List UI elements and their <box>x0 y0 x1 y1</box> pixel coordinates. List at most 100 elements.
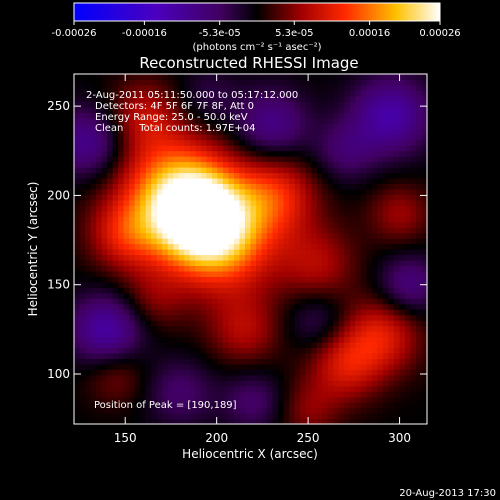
heatmap-cell <box>366 298 373 305</box>
heatmap-cell <box>118 358 125 365</box>
heatmap-cell <box>272 374 279 381</box>
heatmap-cell <box>178 106 185 113</box>
heatmap-cell <box>316 402 323 409</box>
heatmap-cell <box>134 265 141 272</box>
heatmap-cell <box>338 407 345 414</box>
heatmap-cell <box>421 101 428 108</box>
heatmap-cell <box>244 281 252 288</box>
heatmap-cell <box>294 254 301 261</box>
heatmap-cell <box>311 320 318 327</box>
heatmap-cell <box>79 270 86 277</box>
heatmap-cell <box>278 150 285 157</box>
heatmap-cell <box>382 183 389 190</box>
heatmap-cell <box>316 227 323 234</box>
heatmap-cell <box>377 369 384 376</box>
heatmap-cell <box>178 172 185 179</box>
heatmap-cell <box>140 210 147 217</box>
heatmap-cell <box>404 177 412 184</box>
heatmap-cell <box>151 292 158 299</box>
heatmap-cell <box>371 292 378 299</box>
heatmap-cell <box>244 74 252 81</box>
heatmap-cell <box>360 139 367 146</box>
heatmap-cell <box>410 194 417 201</box>
heatmap-cell <box>355 123 362 130</box>
heatmap-cell <box>349 320 356 327</box>
heatmap-cell <box>123 374 130 381</box>
heatmap-cell <box>145 369 152 376</box>
heatmap-cell <box>200 150 207 157</box>
heatmap-cell <box>415 347 423 354</box>
heatmap-cell <box>162 363 169 370</box>
heatmap-cell <box>167 199 174 206</box>
heatmap-cell <box>112 336 119 343</box>
heatmap-cell <box>90 265 97 272</box>
heatmap-cell <box>156 232 163 239</box>
heatmap-cell <box>211 161 219 168</box>
heatmap-cell <box>382 341 389 349</box>
heatmap-cell <box>322 352 329 359</box>
heatmap-cell <box>96 134 103 141</box>
heatmap-cell <box>399 249 406 256</box>
heatmap-cell <box>377 292 384 299</box>
heatmap-cell <box>388 418 395 425</box>
heatmap-cell <box>200 74 207 81</box>
heatmap-cell <box>278 281 285 288</box>
heatmap-cell <box>167 161 174 168</box>
heatmap-cell <box>300 95 307 102</box>
heatmap-cell <box>322 374 329 381</box>
heatmap-cell <box>140 259 147 267</box>
heatmap-cell <box>206 221 213 228</box>
heatmap-cell <box>244 298 252 305</box>
heatmap-cell <box>261 391 268 398</box>
heatmap-cell <box>90 396 97 403</box>
heatmap-cell <box>338 84 345 92</box>
heatmap-cell <box>79 418 86 425</box>
heatmap-cell <box>233 216 241 223</box>
heatmap-cell <box>244 199 252 206</box>
heatmap-cell <box>118 402 125 409</box>
heatmap-cell <box>162 314 169 321</box>
heatmap-cell <box>393 243 401 250</box>
heatmap-cell <box>85 128 92 135</box>
heatmap-cell <box>184 413 191 420</box>
heatmap-cell <box>173 79 180 86</box>
heatmap-cell <box>388 363 395 370</box>
heatmap-cell <box>421 396 428 403</box>
heatmap-cell <box>239 106 246 113</box>
heatmap-cell <box>344 363 351 370</box>
heatmap-cell <box>96 166 103 174</box>
heatmap-cell <box>421 128 428 135</box>
heatmap-cell <box>410 281 417 288</box>
heatmap-cell <box>278 413 285 420</box>
heatmap-cell <box>222 336 230 343</box>
heatmap-cell <box>112 331 119 338</box>
heatmap-cell <box>366 303 373 310</box>
heatmap-cell <box>151 84 158 92</box>
heatmap-cell <box>377 281 384 288</box>
heatmap-cell <box>344 265 351 272</box>
heatmap-cell <box>195 95 202 102</box>
heatmap-cell <box>393 336 401 343</box>
heatmap-cell <box>96 254 103 261</box>
heatmap-cell <box>305 391 312 398</box>
heatmap-cell <box>151 276 158 283</box>
heatmap-cell <box>338 259 345 267</box>
heatmap-cell <box>283 374 290 381</box>
heatmap-cell <box>107 74 114 81</box>
heatmap-cell <box>112 358 119 365</box>
heatmap-cell <box>129 396 136 403</box>
heatmap-cell <box>388 358 395 365</box>
heatmap-cell <box>118 101 125 108</box>
heatmap-cell <box>360 210 367 217</box>
heatmap-cell <box>96 369 103 376</box>
heatmap-cell <box>200 95 207 102</box>
heatmap-cell <box>333 320 340 327</box>
heatmap-cell <box>118 227 125 234</box>
heatmap-cell <box>101 331 108 338</box>
heatmap-cell <box>344 259 351 267</box>
heatmap-cell <box>311 402 318 409</box>
heatmap-cell <box>195 298 202 305</box>
heatmap-cell <box>366 325 373 332</box>
heatmap-cell <box>167 407 174 414</box>
heatmap-cell <box>415 177 423 184</box>
